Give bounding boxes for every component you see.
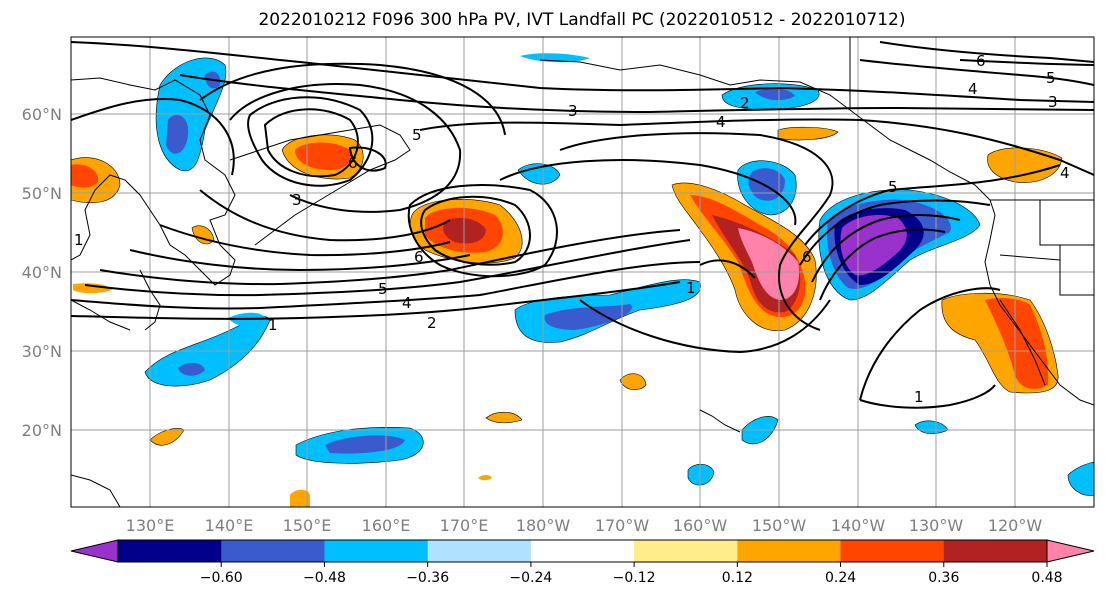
lon-label: 130°W — [909, 516, 964, 535]
colorbar-box — [530, 540, 635, 562]
colorbar-tick-label: 0.12 — [722, 570, 753, 586]
colorbar-ticks: −0.60 −0.48 −0.36 −0.24 −0.12 0.12 0.24 0.36 0.4… — [200, 562, 1063, 586]
colorbar-tick-label: 0.24 — [825, 570, 856, 586]
colorbar-tick-label: −0.48 — [303, 570, 346, 586]
lat-label: 20°N — [22, 421, 62, 440]
colorbar-box — [737, 540, 842, 562]
contour-label: 5 — [1046, 69, 1056, 87]
contour-label: 5 — [378, 280, 388, 298]
lon-label: 160°E — [362, 516, 411, 535]
colorbar-tick-label: −0.60 — [200, 570, 243, 586]
map-frame — [70, 36, 1095, 508]
gridlines — [71, 37, 1094, 507]
colorbar-box — [634, 540, 738, 562]
contour-label: 6 — [414, 248, 424, 266]
contour-label: 5 — [888, 178, 898, 196]
longitude-labels: 130°E 140°E 150°E 160°E 170°E 180°W 170°… — [126, 516, 1043, 535]
contour-label: 4 — [1060, 164, 1070, 182]
lon-label: 140°E — [205, 516, 254, 535]
contour-label: 4 — [968, 80, 978, 98]
colorbar-tick-label: 0.36 — [928, 570, 959, 586]
colorbar-tick-label: −0.24 — [509, 570, 552, 586]
colorbar-box — [324, 540, 429, 562]
contour-label: 3 — [568, 102, 578, 120]
contour-label: 4 — [402, 294, 412, 312]
colorbar-box — [221, 540, 325, 562]
lon-label: 170°E — [440, 516, 489, 535]
contour-label: 3 — [1048, 93, 1058, 111]
lon-label: 140°W — [831, 516, 886, 535]
colorbar-tick-label: 0.48 — [1031, 570, 1062, 586]
ivt-contours — [71, 41, 1094, 409]
map-title: 2022010212 F096 300 hPa PV, IVT Landfall… — [258, 10, 905, 30]
contour-label: 1 — [74, 231, 84, 249]
contour-label: 2 — [740, 94, 750, 112]
colorbar-extend-high — [1046, 539, 1095, 563]
contour-label: 2 — [427, 314, 437, 332]
colorbar-tick-label: −0.12 — [613, 570, 656, 586]
map-area: 1 1 1 1 2 2 3 3 3 4 4 4 4 5 5 5 5 6 6 6 … — [71, 37, 1094, 507]
lat-label: 40°N — [22, 263, 62, 282]
colorbar-box — [840, 540, 945, 562]
lon-label: 150°E — [283, 516, 332, 535]
latitude-labels: 60°N 50°N 40°N 30°N 20°N — [22, 105, 62, 440]
lon-label: 120°W — [988, 516, 1043, 535]
contour-label: 6 — [348, 154, 358, 172]
contour-label: 6 — [976, 52, 986, 70]
colorbar-box — [943, 540, 1048, 562]
contour-label: 1 — [914, 388, 924, 406]
lon-label: 130°E — [126, 516, 175, 535]
lon-label: 150°W — [752, 516, 807, 535]
lon-label: 160°W — [673, 516, 728, 535]
colorbar-box — [427, 540, 532, 562]
lat-label: 30°N — [22, 342, 62, 361]
lon-label: 180°W — [516, 516, 571, 535]
contour-labels: 1 1 1 1 2 2 3 3 3 4 4 4 4 5 5 5 5 6 6 6 … — [74, 52, 1070, 406]
contour-label: 4 — [716, 113, 726, 131]
contour-label: 1 — [686, 279, 696, 297]
contour-label: 5 — [412, 126, 422, 144]
colorbar: −0.60 −0.48 −0.36 −0.24 −0.12 0.12 0.24 0.36 0.4… — [70, 539, 1095, 586]
colorbar-tick-label: −0.36 — [406, 570, 449, 586]
colorbar-boxes — [117, 539, 1048, 563]
lat-label: 60°N — [22, 105, 62, 124]
colorbar-box — [118, 540, 222, 562]
colorbar-extend-low — [70, 539, 119, 563]
contour-label: 3 — [292, 191, 302, 209]
contour-label: 1 — [268, 316, 278, 334]
contour-label: 6 — [802, 248, 812, 266]
lat-label: 50°N — [22, 184, 62, 203]
lon-label: 170°W — [595, 516, 650, 535]
